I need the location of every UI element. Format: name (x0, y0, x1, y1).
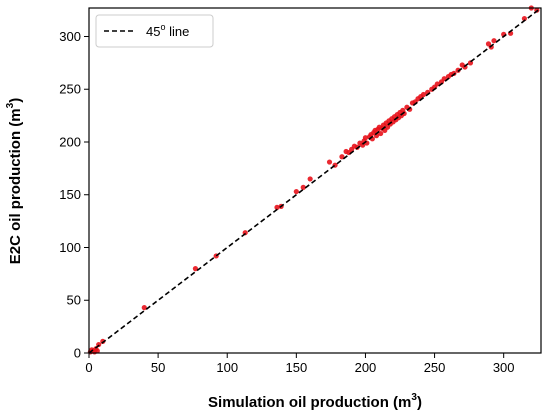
y-tick-label-200: 200 (59, 134, 81, 149)
y-tick-label-50: 50 (67, 293, 81, 308)
legend-label: 45o line (146, 22, 189, 39)
y-tick-label-250: 250 (59, 82, 81, 97)
x-axis-title-text: Simulation oil production (m (208, 394, 411, 411)
x-axis-title-sup: 3 (411, 392, 417, 403)
data-point-15 (300, 184, 306, 190)
plot-frame (88, 7, 542, 354)
y-tick-label-100: 100 (59, 240, 81, 255)
legend-box (95, 14, 214, 48)
x-tick-label-200: 200 (355, 360, 377, 375)
data-point-5 (94, 348, 100, 354)
data-point-16 (307, 176, 313, 182)
x-tick-label-0: 0 (85, 360, 92, 375)
x-tick-label-100: 100 (216, 360, 238, 375)
y-tick-label-0: 0 (74, 346, 81, 361)
y-axis-title: E2C oil production (m3) (5, 98, 24, 264)
legend: 45o line (95, 14, 214, 48)
x-axis-title-close: ) (417, 394, 422, 411)
y-axis-title-sup: 3 (5, 102, 16, 108)
y-axis-title-close: ) (7, 98, 24, 103)
data-point-78 (491, 38, 497, 44)
y-tick-label-300: 300 (59, 29, 81, 44)
x-tick-label-250: 250 (424, 360, 446, 375)
x-axis-title: Simulation oil production (m3) (208, 392, 422, 411)
data-point-28 (362, 135, 369, 141)
axis-ticks: 0 50 100 150 200 250 300 0 50 100 150 200 250 300 (59, 29, 514, 375)
y-tick-label-150: 150 (59, 187, 81, 202)
data-point-8 (141, 305, 147, 311)
data-point-62 (420, 91, 427, 98)
data-point-14 (293, 188, 299, 195)
data-point-81 (521, 15, 528, 22)
y-axis-title-text: E2C oil production (m (7, 108, 24, 264)
x-tick-label-300: 300 (493, 360, 515, 375)
data-point-12 (274, 204, 280, 210)
data-point-55 (401, 110, 407, 117)
x-tick-label-150: 150 (285, 360, 307, 375)
x-tick-label-50: 50 (151, 360, 165, 375)
plot-area (87, 5, 542, 355)
data-point-72 (455, 67, 461, 73)
legend-label-main: 45 (146, 24, 160, 39)
legend-label-sup: o (160, 22, 165, 32)
data-point-17 (326, 159, 333, 165)
legend-label-rest: line (165, 24, 189, 39)
reference-line-45deg (88, 7, 542, 354)
